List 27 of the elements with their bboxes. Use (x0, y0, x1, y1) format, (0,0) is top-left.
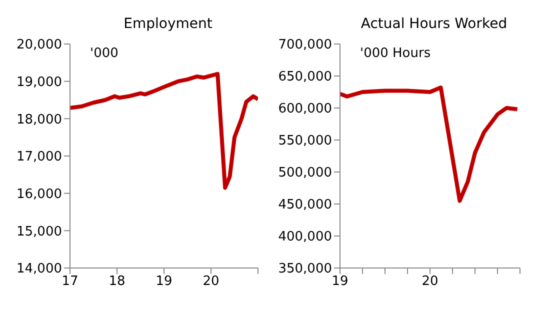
x-tick-label: 20 (202, 274, 220, 290)
chart-title: Employment (122, 15, 214, 34)
x-tick-label: 20 (422, 274, 438, 290)
y-tick-label: 500,000 (278, 166, 332, 181)
y-tick-label: 600,000 (278, 102, 332, 117)
y-tick-label: 400,000 (278, 230, 332, 245)
y-tick-label: 550,000 (278, 134, 332, 149)
annotation: '000 Hours (360, 46, 431, 61)
x-tick-label: 17 (62, 274, 78, 290)
y-tick-label: 18,000 (16, 112, 62, 128)
x-tick-label: 19 (332, 274, 348, 290)
y-tick-label: 20,000 (16, 38, 62, 53)
line-series (340, 86, 520, 203)
y-tick-label: 700,000 (278, 38, 332, 53)
x-tick-label: 18 (108, 274, 126, 290)
y-tick-label: 17,000 (16, 150, 62, 165)
y-tick-label: 650,000 (278, 70, 332, 85)
x-tick-label: 19 (156, 274, 172, 290)
y-tick-label: 19,000 (16, 74, 62, 90)
y-tick-label: 450,000 (278, 198, 332, 213)
chart-title: Actual Hours Worked (360, 15, 508, 34)
y-tick-label: 14,000 (16, 262, 62, 277)
y-tick-label: 16,000 (16, 186, 62, 202)
line-series (70, 72, 258, 190)
annotation: '000 (90, 46, 118, 61)
y-tick-label: 350,000 (278, 262, 332, 277)
y-tick-label: 15,000 (16, 224, 62, 240)
